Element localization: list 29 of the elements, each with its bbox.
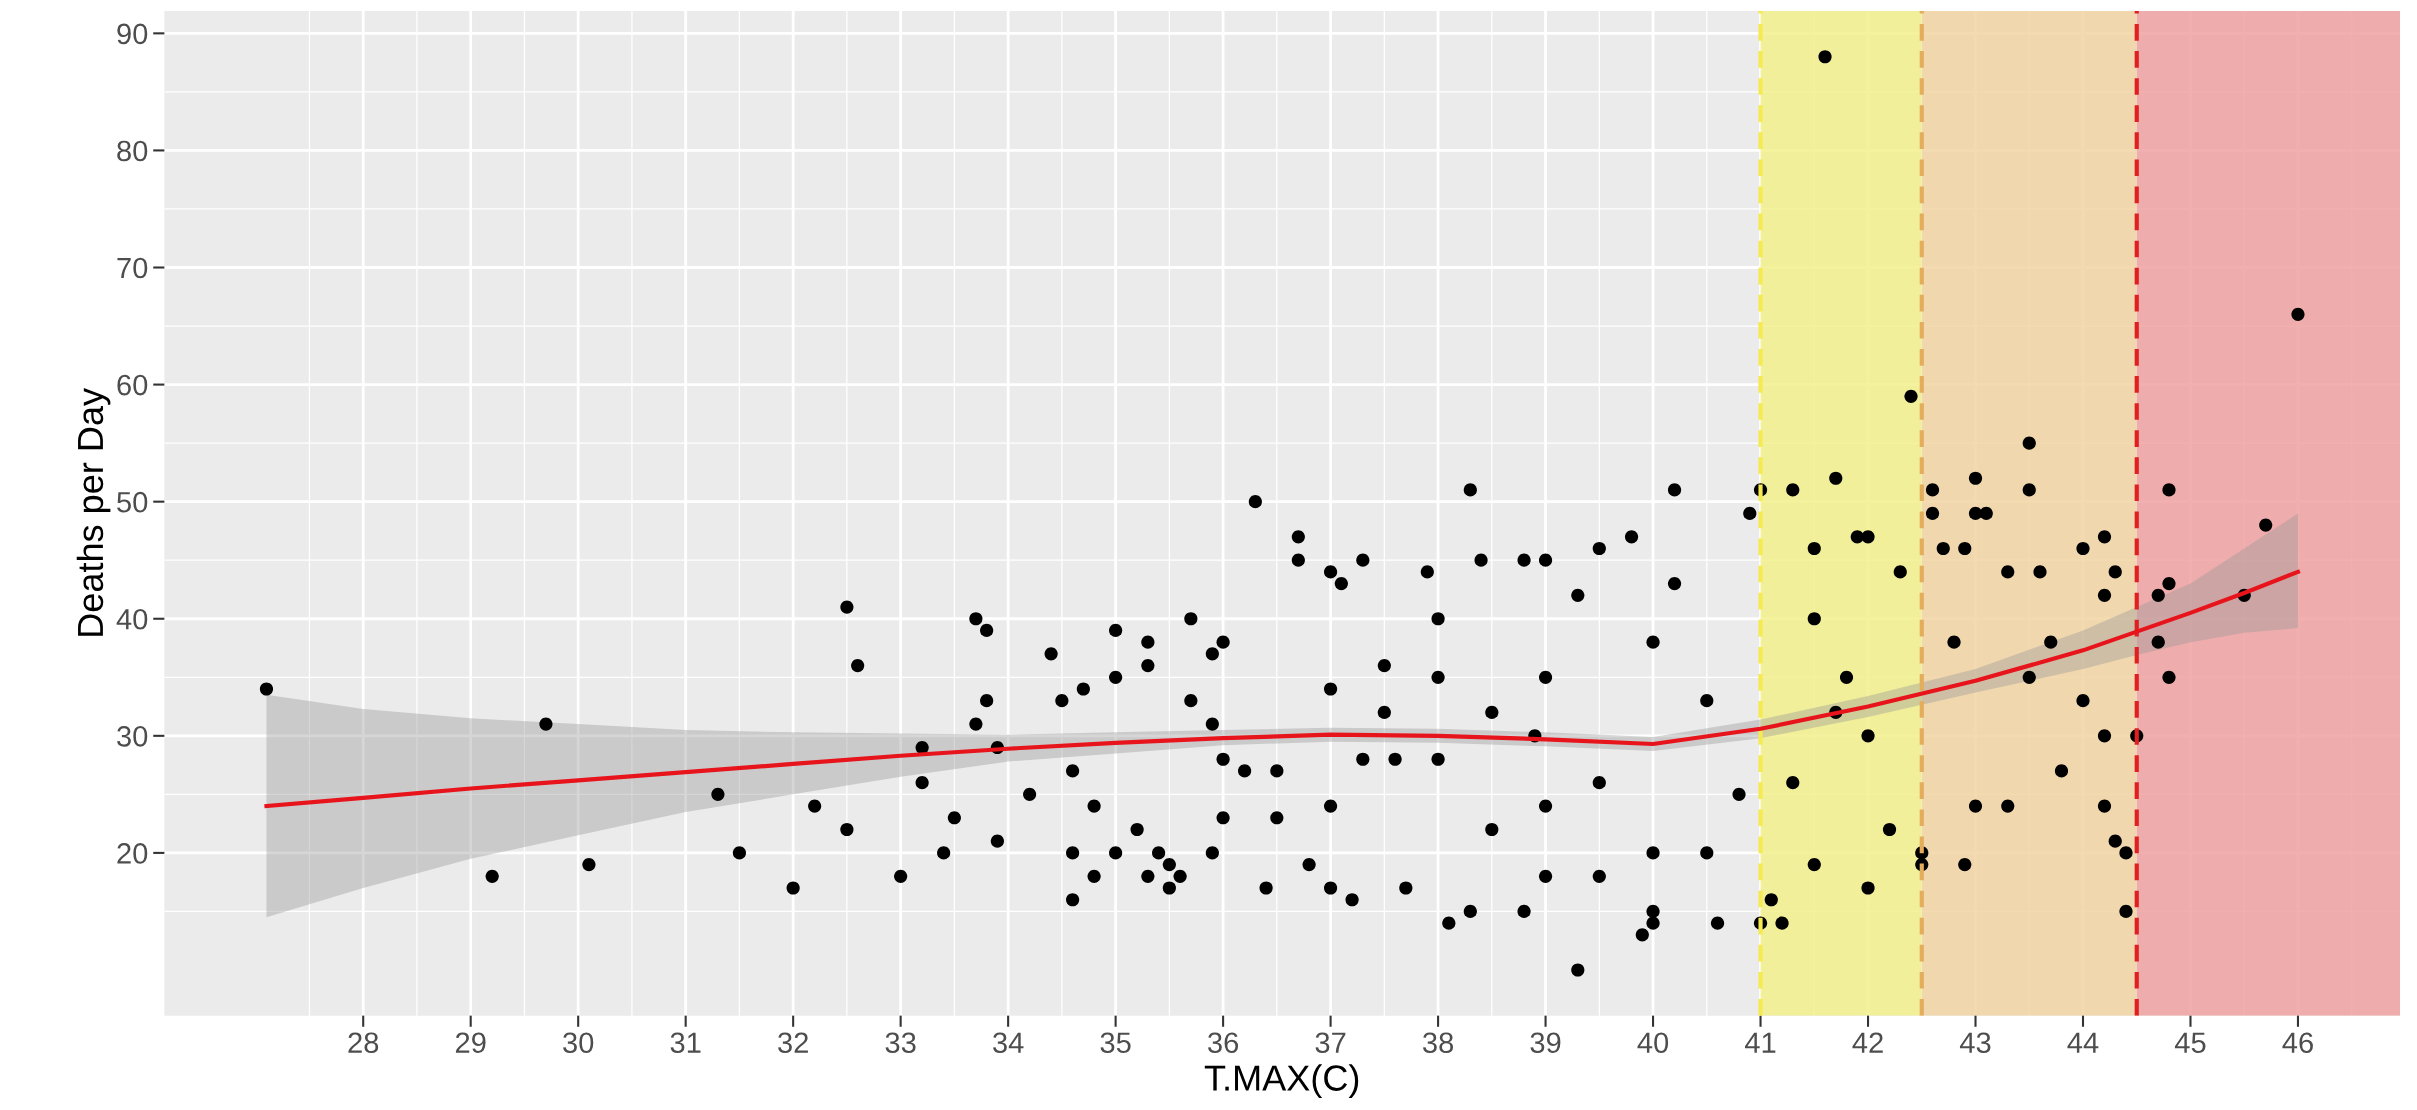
y-tick-label: 20: [117, 843, 148, 864]
x-tick-label: 38: [1422, 1032, 1454, 1054]
x-axis-title: T.MAX(C): [1204, 1064, 1359, 1099]
x-tick-label: 33: [885, 1032, 916, 1054]
y-tick-label: 90: [117, 23, 148, 45]
x-tick-label: 31: [670, 1032, 701, 1054]
y-tick-label: 80: [117, 140, 148, 162]
x-tick-label: 39: [1530, 1032, 1561, 1054]
y-tick-label: 50: [117, 491, 148, 513]
x-tick-label: 36: [1207, 1032, 1239, 1054]
x-tick-label: 29: [455, 1032, 486, 1054]
x-tick-label: 35: [1100, 1032, 1131, 1054]
x-tick-label: 30: [563, 1032, 594, 1054]
y-tick-label: 70: [117, 257, 148, 279]
x-tick-label: 37: [1315, 1032, 1346, 1054]
y-tick-label: 60: [117, 374, 148, 396]
y-tick-label: 30: [117, 726, 148, 747]
x-tick-label: 34: [993, 1032, 1024, 1054]
y-axis-title: Deaths per Day: [76, 387, 111, 636]
x-tick-label: 44: [2067, 1032, 2099, 1053]
x-tick-label: 42: [1852, 1032, 1883, 1053]
x-tick-label: 43: [1959, 1032, 1991, 1054]
x-tick-label: 45: [2174, 1032, 2206, 1054]
y-tick-label: 40: [116, 608, 148, 630]
x-tick-label: 32: [778, 1032, 808, 1054]
x-tick-label: 28: [348, 1032, 379, 1054]
x-tick-label: 46: [2282, 1032, 2313, 1054]
x-tick-label: 40: [1637, 1032, 1669, 1054]
x-tick-label: 41: [1744, 1032, 1776, 1053]
